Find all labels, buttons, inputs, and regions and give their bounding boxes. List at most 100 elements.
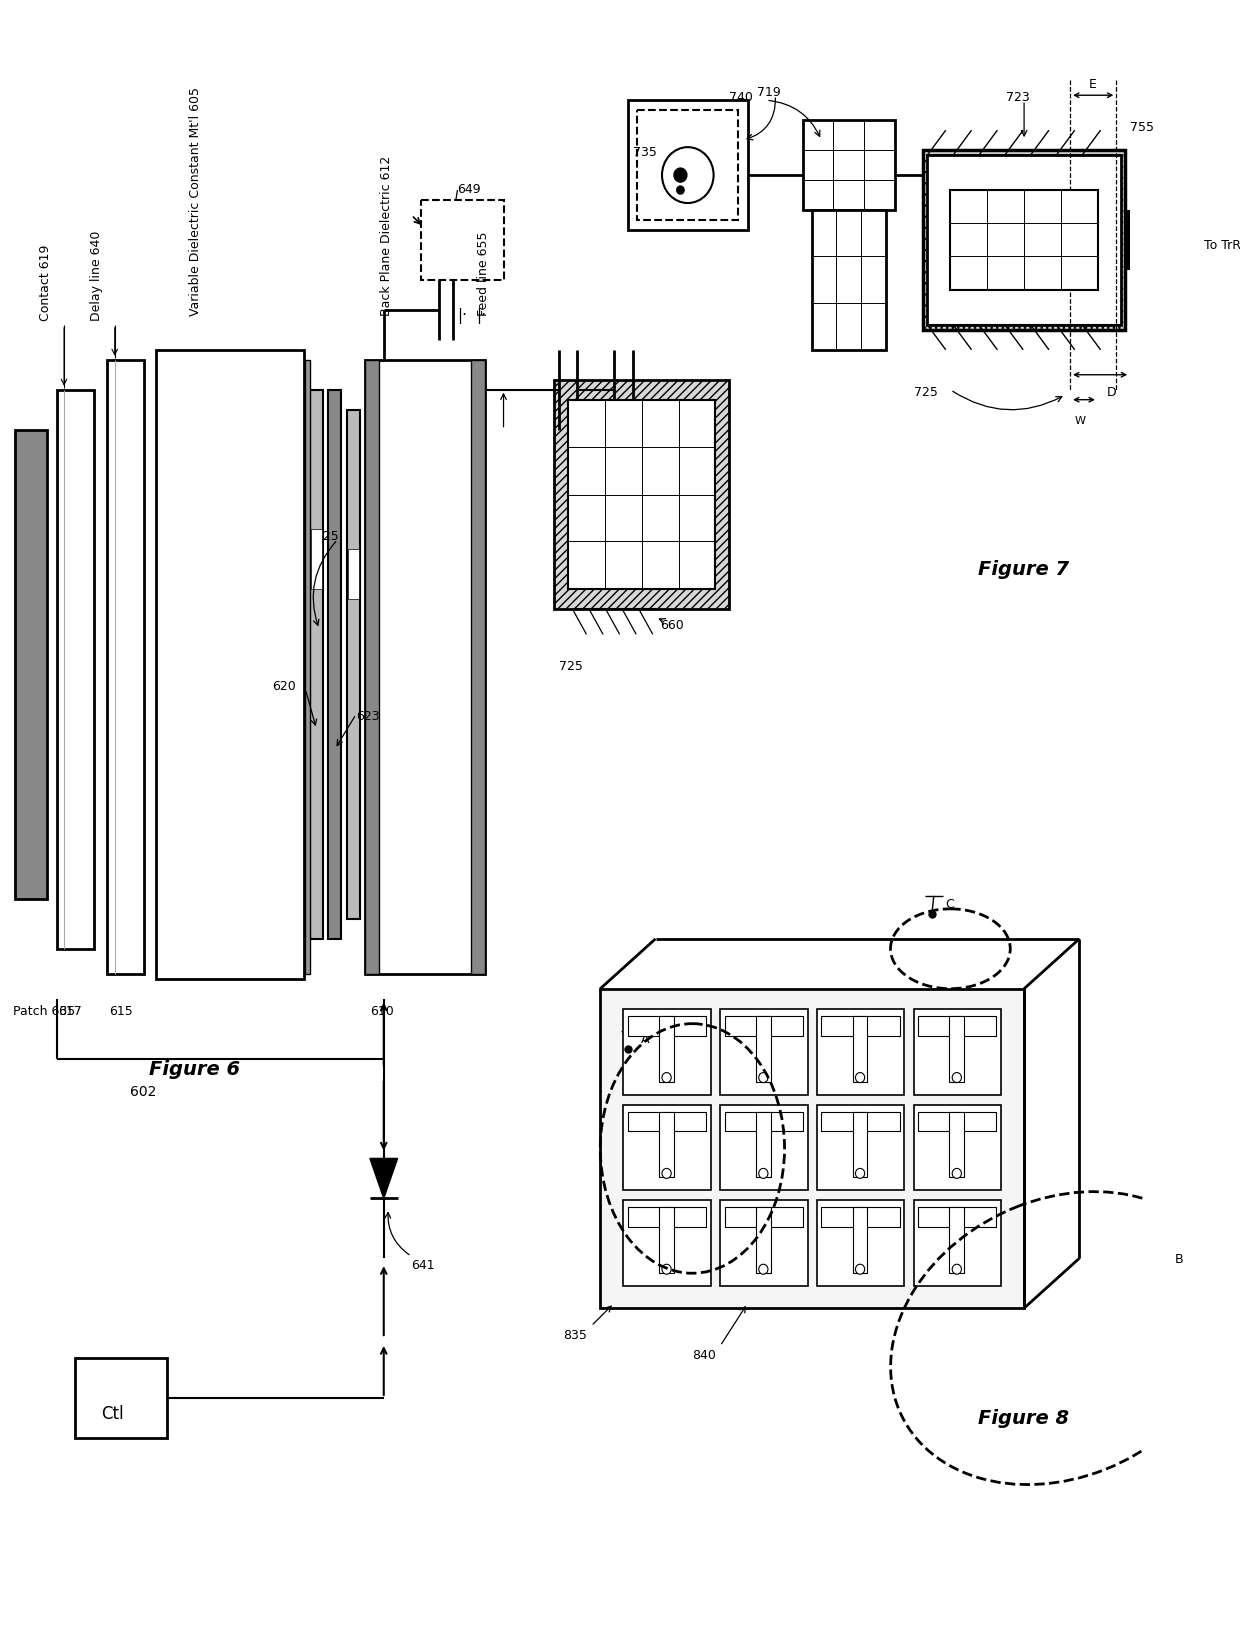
Text: 620: 620 xyxy=(273,680,296,693)
Bar xyxy=(311,529,322,590)
Bar xyxy=(756,1016,771,1082)
Text: 755: 755 xyxy=(1130,121,1154,134)
Bar xyxy=(156,351,304,978)
Circle shape xyxy=(952,1264,961,1275)
Bar xyxy=(804,121,895,211)
Bar xyxy=(637,111,739,221)
Text: E: E xyxy=(1089,79,1097,92)
Text: D: D xyxy=(1107,385,1117,398)
Text: |·: |· xyxy=(476,308,486,323)
Text: 617: 617 xyxy=(58,1005,82,1018)
Bar xyxy=(928,156,1121,326)
Bar xyxy=(914,1010,1001,1095)
Bar xyxy=(108,361,144,974)
Bar xyxy=(660,1016,675,1082)
Text: W: W xyxy=(1075,415,1086,426)
Circle shape xyxy=(952,1074,961,1083)
Text: To TrRx: To TrRx xyxy=(1204,239,1240,252)
Bar xyxy=(57,390,93,949)
Bar xyxy=(853,1016,868,1082)
Bar xyxy=(724,1016,804,1036)
Bar xyxy=(853,1111,868,1178)
Bar xyxy=(660,1111,675,1178)
Circle shape xyxy=(759,1264,768,1275)
Bar xyxy=(366,361,379,974)
Bar xyxy=(914,1201,1001,1287)
Bar xyxy=(310,390,322,939)
Circle shape xyxy=(856,1074,864,1083)
Text: 625: 625 xyxy=(315,529,339,543)
Bar xyxy=(821,1111,900,1133)
Text: 740: 740 xyxy=(729,92,753,105)
Polygon shape xyxy=(370,1159,398,1198)
Circle shape xyxy=(675,169,687,184)
Bar xyxy=(600,988,1024,1308)
Text: Back Plane Dielectric 612: Back Plane Dielectric 612 xyxy=(379,156,393,316)
Bar xyxy=(817,1010,904,1095)
Bar xyxy=(420,202,503,280)
Text: Figure 8: Figure 8 xyxy=(978,1408,1069,1428)
Text: A: A xyxy=(641,1033,650,1046)
Circle shape xyxy=(662,1264,671,1275)
Text: Patch 635: Patch 635 xyxy=(14,1005,76,1018)
Text: 719: 719 xyxy=(756,87,781,100)
Bar xyxy=(347,410,360,919)
Circle shape xyxy=(856,1264,864,1275)
Bar xyxy=(329,390,341,939)
Bar xyxy=(756,1111,771,1178)
Bar xyxy=(724,1111,804,1133)
Text: Ctl: Ctl xyxy=(100,1405,124,1423)
Bar xyxy=(347,551,358,600)
Bar xyxy=(627,102,748,231)
Text: 725: 725 xyxy=(559,661,583,674)
Bar xyxy=(923,151,1126,331)
Bar xyxy=(756,1208,771,1274)
Text: 602: 602 xyxy=(130,1083,156,1098)
Bar xyxy=(914,1105,1001,1190)
Text: Feed line 655: Feed line 655 xyxy=(476,231,490,316)
Bar xyxy=(366,361,485,974)
Text: 641: 641 xyxy=(412,1259,435,1272)
Bar xyxy=(821,1208,900,1228)
Bar xyxy=(568,400,715,590)
Bar xyxy=(15,431,47,900)
Bar xyxy=(624,1201,711,1287)
Bar xyxy=(853,1208,868,1274)
Bar xyxy=(660,1208,675,1274)
Text: 660: 660 xyxy=(660,618,684,631)
Bar xyxy=(821,1016,900,1036)
Bar xyxy=(624,1010,711,1095)
Text: B: B xyxy=(1176,1252,1184,1265)
Text: Figure 6: Figure 6 xyxy=(149,1059,241,1078)
Bar xyxy=(918,1208,997,1228)
Circle shape xyxy=(662,1169,671,1178)
Bar xyxy=(720,1105,807,1190)
Text: 623: 623 xyxy=(356,710,379,723)
Circle shape xyxy=(677,187,684,195)
Bar xyxy=(817,1201,904,1287)
Bar xyxy=(471,361,485,974)
Text: 615: 615 xyxy=(109,1005,133,1018)
Text: |·: |· xyxy=(458,308,467,323)
Bar xyxy=(627,1208,707,1228)
Text: Contact 619: Contact 619 xyxy=(40,244,52,321)
Bar xyxy=(950,1016,965,1082)
Circle shape xyxy=(952,1169,961,1178)
Text: 735: 735 xyxy=(632,146,656,159)
Bar xyxy=(76,1359,167,1437)
Bar xyxy=(305,361,310,974)
Text: C: C xyxy=(945,898,954,911)
Text: 835: 835 xyxy=(563,1328,588,1341)
Bar xyxy=(950,1208,965,1274)
Bar xyxy=(720,1010,807,1095)
Circle shape xyxy=(759,1169,768,1178)
Bar xyxy=(627,1111,707,1133)
Bar xyxy=(918,1016,997,1036)
Circle shape xyxy=(662,1074,671,1083)
Bar xyxy=(817,1105,904,1190)
Circle shape xyxy=(662,148,713,203)
Bar xyxy=(950,1111,965,1178)
Bar xyxy=(1126,211,1130,270)
Bar xyxy=(720,1201,807,1287)
Bar xyxy=(624,1105,711,1190)
